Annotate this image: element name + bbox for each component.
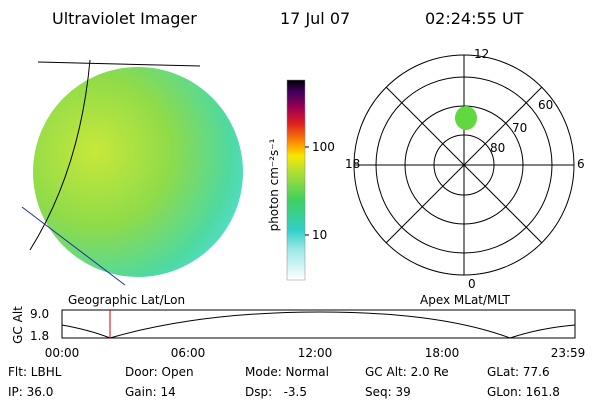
colorbar-label: photon cm⁻²s⁻¹	[267, 138, 281, 231]
x-tick-label: 00:00	[45, 346, 80, 360]
mlt-label: 12	[474, 47, 489, 61]
colorbar-tick: 10	[312, 228, 327, 242]
x-ticks: 00:00 06:00 12:00 18:00 23:59	[45, 346, 586, 360]
y-tick-label: 1.8	[30, 329, 49, 343]
mlat-label: 70	[512, 121, 527, 135]
footer-field: GLon: 161.8	[487, 385, 560, 399]
grid-line	[29, 59, 91, 251]
y-label: GC Alt	[11, 306, 25, 344]
footer-field: Gain: 14	[125, 385, 176, 399]
altitude-plot	[61, 309, 576, 339]
footer-field: Mode: Normal	[245, 365, 329, 379]
x-tick-label: 06:00	[171, 346, 206, 360]
mlt-label: 6	[577, 157, 585, 171]
x-tick-label: 18:00	[425, 346, 460, 360]
footer: Flt: LBHL Door: Open Mode: Normal GC Alt: 2…	[8, 365, 560, 399]
time: 02:24:55 UT	[425, 9, 524, 28]
caption: Apex MLat/MLT	[420, 293, 510, 307]
colorbar	[286, 79, 306, 281]
globe	[33, 67, 243, 277]
footer-field: GC Alt: 2.0 Re	[365, 365, 449, 379]
footer-field: Flt: LBHL	[8, 365, 62, 379]
caption: Geographic Lat/Lon	[68, 293, 185, 307]
x-tick-label: 23:59	[551, 346, 586, 360]
mlat-label: 80	[490, 141, 505, 155]
footer-field: GLat: 77.6	[487, 365, 550, 379]
mlat-label: 60	[538, 98, 553, 112]
mlt-label: 0	[468, 277, 476, 291]
mlt-label: 18	[345, 157, 360, 171]
colorbar-tick: 100	[312, 140, 335, 154]
grid-line	[21, 206, 126, 286]
polar-plot	[353, 54, 575, 276]
plot-frame	[61, 309, 576, 339]
spoke	[385, 86, 543, 244]
grid-line	[37, 61, 201, 67]
globe-image	[21, 59, 243, 286]
footer-field: IP: 36.0	[8, 385, 53, 399]
instrument: Ultraviolet Imager	[52, 9, 197, 28]
x-tick-label: 12:00	[298, 346, 333, 360]
footer-field: Door: Open	[125, 365, 194, 379]
aurora	[455, 106, 477, 130]
date: 17 Jul 07	[280, 9, 350, 28]
footer-field: Dsp: -3.5	[245, 385, 307, 399]
altitude-curve	[61, 311, 576, 339]
footer-field: Seq: 39	[365, 385, 411, 399]
y-tick-label: 9.0	[30, 307, 49, 321]
